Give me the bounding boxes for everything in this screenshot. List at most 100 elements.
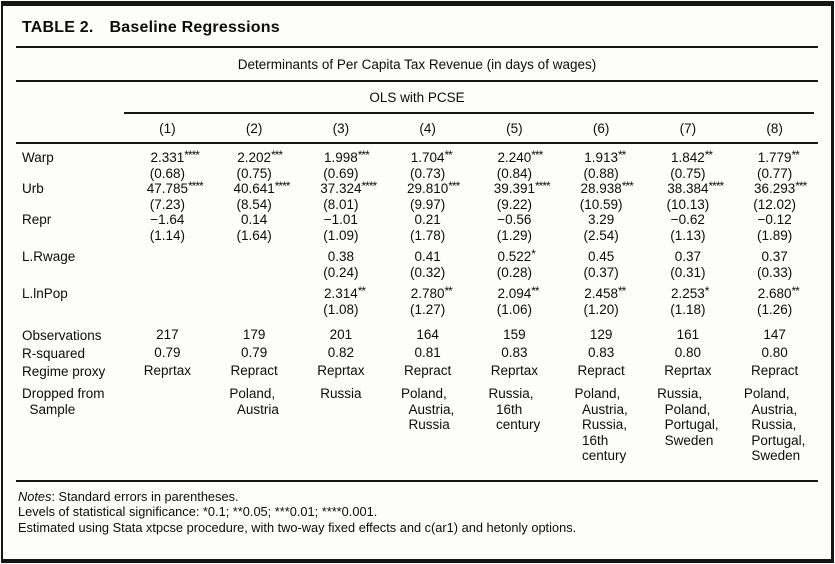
regression-row: L.lnPop 2.314 ** (1.08) 2.780 ** (1.27) 2.094 **… <box>16 284 818 317</box>
coef-cell: 0.45 (0.37) <box>558 249 645 280</box>
coef-value: 2.094 ** <box>497 284 539 301</box>
standard-error: (2.54) <box>583 227 619 243</box>
stat-value: Repract <box>577 363 625 378</box>
stat-value: 161 <box>676 327 700 342</box>
stat-value: Repract <box>750 363 799 378</box>
coef-value: −0.56 <box>497 212 532 227</box>
coef-line: 2.780 ** <box>384 284 471 302</box>
coef-cell: 2.458 ** (1.20) <box>558 284 645 317</box>
significance-stars: * <box>704 284 710 298</box>
dropped-cell: Russia, 16th century <box>471 386 558 464</box>
coef-value: 0.38 <box>327 249 355 264</box>
coef-value: 0.45 <box>587 249 615 264</box>
standard-error: (1.14) <box>149 227 186 243</box>
coef-cell <box>124 286 211 317</box>
standard-error: (0.37) <box>583 264 619 280</box>
regression-row: Urb 47.785 **** (7.23) 40.641 **** (8.54) 37.32… <box>16 179 818 212</box>
coef-value: −1.01 <box>323 212 358 227</box>
column-header-spacer <box>16 121 124 136</box>
coef-value: 1.998 *** <box>323 148 370 165</box>
stat-value: 129 <box>589 327 613 342</box>
standard-error: (1.08) <box>323 301 359 317</box>
standard-error: (0.75) <box>236 165 272 181</box>
significance-stars: **** <box>708 179 725 193</box>
stat-label: R-squared <box>22 346 86 361</box>
significance-stars: ** <box>618 148 626 162</box>
regression-row: L.Rwage 0.38 (0.24) 0.41 (0.32) 0.522 * (0.28) 0… <box>16 247 818 280</box>
coef-value: 2.202 *** <box>237 148 283 165</box>
standard-error: (8.01) <box>323 196 359 212</box>
coef-line: 39.391 **** <box>471 179 558 197</box>
regression-row: Repr −1.64 (1.14) 0.14 (1.64) −1.01 (1.09) 0.21… <box>16 212 818 243</box>
standard-error: (7.23) <box>149 196 186 212</box>
coef-cell <box>211 286 298 317</box>
rule-above-notes <box>16 479 818 482</box>
standard-error: (0.69) <box>323 165 359 181</box>
significance-stars: *** <box>621 179 634 193</box>
coef-cell: 38.384 **** (10.13) <box>645 179 732 212</box>
table-subtitle: Determinants of Per Capita Tax Revenue (… <box>237 57 597 72</box>
summary-stats-block: Observations 217 179 201 164 159 129 161 147 R-sq… <box>16 327 818 381</box>
coef-line: 40.641 **** <box>211 179 298 197</box>
significance-stars: ** <box>444 148 453 162</box>
coef-cell: 2.680 ** (1.26) <box>731 284 818 317</box>
coef-line: 36.293 *** <box>731 179 818 197</box>
coef-value: 0.522 * <box>497 247 535 264</box>
table-title-text: Baseline Regressions <box>109 19 280 36</box>
coef-value: −0.12 <box>757 212 792 227</box>
coef-value: 2.253 * <box>670 284 709 301</box>
dropped-countries: Russia, Poland, Portugal, Sweden <box>657 386 719 448</box>
coef-value: 2.331 **** <box>150 148 199 165</box>
estimator-header: OLS with PCSE <box>369 90 465 105</box>
coef-line: −0.12 <box>731 212 818 228</box>
coef-cell: 0.522 * (0.28) <box>471 247 558 280</box>
stat-value: 0.81 <box>414 345 441 360</box>
coef-cell: 0.37 (0.33) <box>731 249 818 280</box>
coef-line: 0.45 <box>558 249 645 265</box>
column-header: (2) <box>245 121 263 136</box>
coef-cell: 2.331 **** (0.68) <box>124 148 211 181</box>
dropped-cell: Poland, Austria <box>211 386 298 464</box>
coef-cell: 1.913 ** (0.88) <box>558 148 645 181</box>
coef-line: 2.094 ** <box>471 284 558 302</box>
stat-value: 147 <box>763 327 786 342</box>
coef-cell: 1.842 ** (0.75) <box>645 148 732 181</box>
stat-row: R-squared 0.79 0.79 0.82 0.81 0.83 0.83 0.80 0.8… <box>16 345 818 363</box>
stat-value: Repract <box>403 363 452 378</box>
coef-cell: 29.810 *** (9.97) <box>384 179 471 212</box>
coef-value: 38.384 **** <box>667 179 724 196</box>
column-header: (8) <box>766 121 783 136</box>
coef-line: 3.29 <box>558 212 645 228</box>
significance-stars: **** <box>361 179 378 193</box>
standard-error: (0.75) <box>670 165 706 181</box>
coef-cell: 2.314 ** (1.08) <box>298 284 385 317</box>
coef-value: 2.458 ** <box>584 284 626 301</box>
coef-value: 2.780 ** <box>410 284 453 301</box>
coef-cell: 2.780 ** (1.27) <box>384 284 471 317</box>
standard-error: (0.32) <box>409 264 446 280</box>
significance-stars: * <box>531 247 536 261</box>
stat-label: Regime proxy <box>22 364 106 379</box>
stat-value: Repract <box>230 363 278 378</box>
variable-label: Warp <box>22 150 54 165</box>
stat-label: Observations <box>22 328 102 343</box>
significance-stars: ** <box>531 284 539 298</box>
column-header: (1) <box>159 121 176 136</box>
standard-error: (1.26) <box>756 301 793 317</box>
stat-value: 201 <box>329 327 353 342</box>
rule-under-column-headers <box>16 142 818 144</box>
stat-value: 0.80 <box>674 345 702 360</box>
coef-cell: −0.12 (1.89) <box>731 212 818 243</box>
variable-label: L.lnPop <box>22 286 68 301</box>
significance-stars: *** <box>448 179 460 193</box>
dropped-cell: Poland, Austria, Russia, 16th century <box>558 386 645 464</box>
coef-line: 1.842 ** <box>645 148 732 166</box>
coef-line <box>211 286 298 302</box>
dropped-label-text: Dropped from Sample <box>22 386 105 417</box>
coef-cell: 0.38 (0.24) <box>298 249 385 280</box>
coef-cell: 39.391 **** (9.22) <box>471 179 558 212</box>
coef-line: −0.62 <box>645 212 732 228</box>
standard-error: (0.88) <box>583 165 619 181</box>
column-header: (5) <box>506 121 523 136</box>
regression-row: Warp 2.331 **** (0.68) 2.202 *** (0.75) 1.998 **… <box>16 148 818 181</box>
